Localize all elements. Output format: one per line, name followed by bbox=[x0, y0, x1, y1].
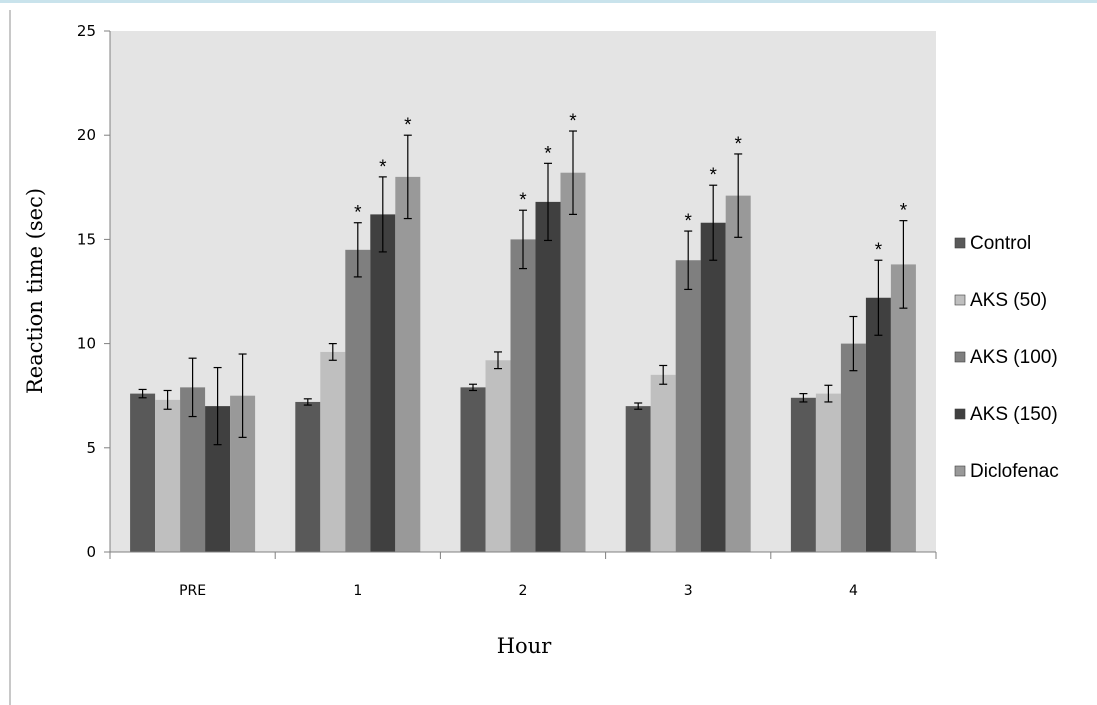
significance-marker: * bbox=[875, 240, 883, 261]
legend-label: AKS (100) bbox=[970, 347, 1058, 368]
bar bbox=[560, 172, 586, 552]
significance-marker: * bbox=[709, 165, 717, 186]
legend-label: Control bbox=[970, 233, 1031, 254]
bar bbox=[155, 399, 181, 552]
significance-marker: * bbox=[569, 111, 577, 132]
bar bbox=[700, 222, 726, 552]
y-tick-label: 25 bbox=[77, 22, 96, 40]
legend-swatch bbox=[954, 351, 966, 363]
top-border bbox=[0, 0, 1097, 3]
x-tick-label: 4 bbox=[849, 583, 858, 599]
bar bbox=[320, 351, 346, 552]
legend-swatch bbox=[954, 237, 966, 249]
legend-label: Diclofenac bbox=[970, 461, 1059, 482]
significance-marker: * bbox=[379, 157, 387, 178]
bar bbox=[865, 297, 891, 552]
x-tick-label: PRE bbox=[179, 583, 206, 599]
x-tick-label: 3 bbox=[684, 583, 693, 599]
bar bbox=[625, 406, 651, 552]
bar bbox=[890, 264, 916, 552]
significance-marker: * bbox=[354, 203, 362, 224]
y-axis: 0 5 10 15 20 25 bbox=[77, 22, 111, 561]
bar bbox=[130, 393, 156, 552]
legend-label: AKS (50) bbox=[970, 290, 1047, 311]
significance-marker: * bbox=[684, 211, 692, 232]
y-tick-label: 15 bbox=[77, 230, 96, 248]
bar bbox=[395, 176, 421, 552]
bar bbox=[815, 393, 841, 552]
y-tick-label: 20 bbox=[77, 126, 96, 144]
significance-marker: * bbox=[734, 134, 742, 155]
bar bbox=[840, 343, 866, 552]
legend-swatch bbox=[954, 294, 966, 306]
legend-swatch bbox=[954, 465, 966, 477]
y-tick-label: 10 bbox=[77, 335, 96, 353]
x-axis: PRE 1 2 3 4 bbox=[109, 551, 937, 599]
bars-group: * * * * * * * * * * * bbox=[130, 111, 916, 553]
left-border bbox=[9, 10, 11, 705]
x-tick-label: 2 bbox=[519, 583, 528, 599]
legend-swatch bbox=[954, 408, 966, 420]
bar bbox=[675, 260, 701, 552]
y-tick-label: 5 bbox=[86, 439, 96, 457]
bar bbox=[295, 401, 321, 552]
bar bbox=[535, 201, 561, 552]
significance-marker: * bbox=[900, 201, 908, 222]
bar bbox=[345, 249, 371, 552]
x-tick-label: 1 bbox=[353, 583, 362, 599]
significance-marker: * bbox=[519, 190, 527, 211]
significance-marker: * bbox=[544, 143, 552, 164]
bar bbox=[650, 374, 676, 552]
x-axis-title: Hour bbox=[497, 634, 552, 658]
bar bbox=[485, 360, 511, 552]
bar bbox=[460, 387, 486, 552]
bar bbox=[790, 397, 816, 552]
significance-marker: * bbox=[404, 115, 412, 136]
bar bbox=[510, 239, 536, 552]
legend-label: AKS (150) bbox=[970, 404, 1058, 425]
legend: Control AKS (50) AKS (100) AKS (150) Diclofe… bbox=[954, 233, 1059, 482]
bar bbox=[725, 195, 751, 553]
bar bbox=[370, 214, 396, 552]
y-axis-title: Reaction time (sec) bbox=[23, 188, 47, 394]
y-tick-label: 0 bbox=[86, 543, 96, 561]
